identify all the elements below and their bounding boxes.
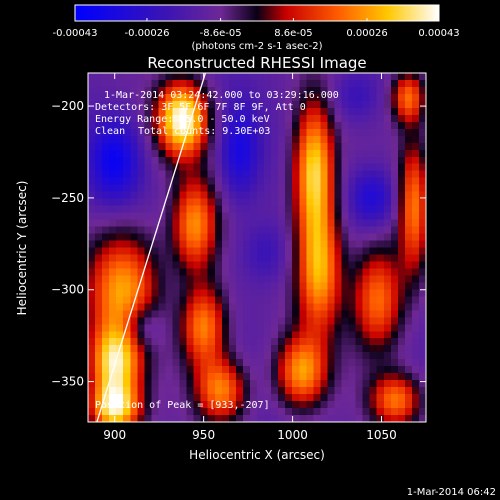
annotation-total-counts: Total counts: 9.30E+03 [138,126,270,137]
annotations: 1-Mar-2014 03:24:42.000 to 03:29:16.000 … [95,90,339,411]
annotation-energy: Energy Range: 25.0 - 50.0 keV [95,114,270,125]
limb-line [96,73,207,422]
chart-title: Reconstructed RHESSI Image [147,54,366,72]
colorbar-tick-label: 8.6e-05 [274,28,312,39]
colorbar-ticks: -0.00043 -0.00026 -8.6e-05 8.6e-05 0.00026 0.… [53,18,460,39]
y-tick-label: −300 [51,283,84,297]
colorbar-tick-label: -8.6e-05 [200,28,242,39]
x-tick-label: 1050 [366,428,397,442]
colorbar-tick-label: 0.00026 [346,28,387,39]
colorbar-unit-label: (photons cm-2 s-1 asec-2) [191,41,322,52]
colorbar-tick-label: 0.00043 [418,28,459,39]
annotation-time: 1-Mar-2014 03:24:42.000 to 03:29:16.000 [104,90,339,101]
heatmap-image [88,73,426,422]
annotation-detectors: Detectors: 3F 5F 6F 7F 8F 9F, Att 0 [95,102,306,113]
colorbar-gradient [75,5,439,21]
x-tick-label: 950 [192,428,215,442]
plot-frame [87,72,427,423]
colorbar-tick-label: -0.00043 [53,28,98,39]
y-axis-label: Heliocentric Y (arcsec) [15,181,29,316]
y-tick-label: −350 [51,375,84,389]
x-tick-label: 1000 [277,428,308,442]
annotation-clean: Clean [95,126,125,137]
annotation-peak: Position of Peak = [933,-207] [95,400,270,411]
x-axis-label: Heliocentric X (arcsec) [189,448,325,462]
colorbar-frame [74,4,440,22]
y-tick-label: −200 [51,99,84,113]
date-stamp: 1-Mar-2014 06:42 [407,487,496,498]
x-axis: 900 950 1000 1050 [103,73,397,442]
colorbar: -0.00043 -0.00026 -8.6e-05 8.6e-05 0.00026 0.… [53,4,460,52]
y-tick-label: −250 [51,191,84,205]
colorbar-tick-label: -0.00026 [124,28,169,39]
x-tick-label: 900 [103,428,126,442]
y-axis: −200 −250 −300 −350 [51,99,426,389]
